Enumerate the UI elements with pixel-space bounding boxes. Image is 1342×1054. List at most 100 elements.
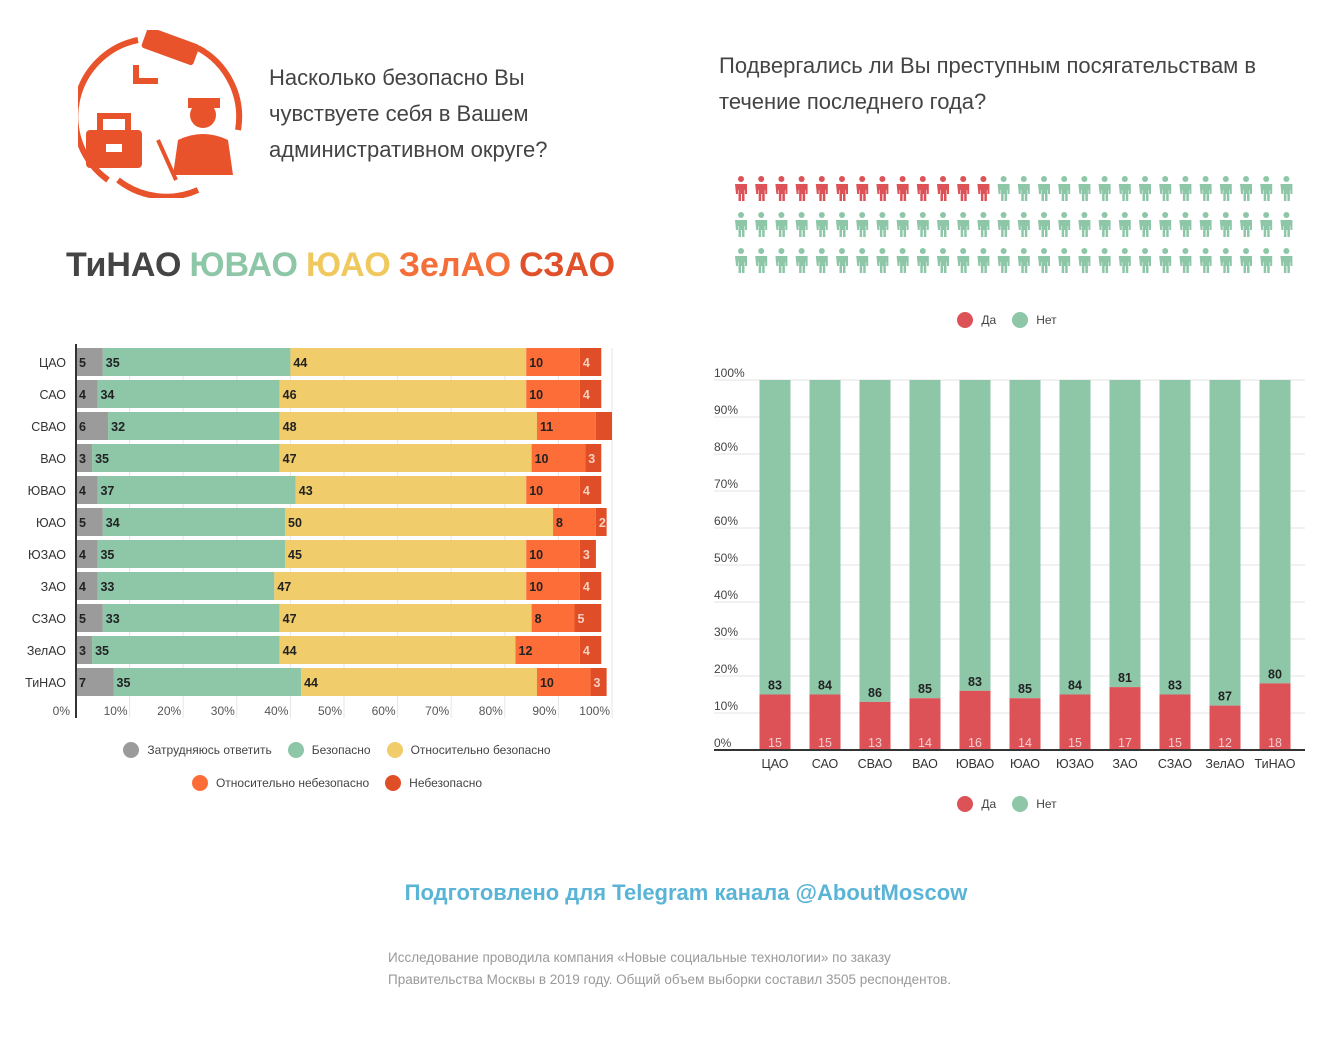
data-label: 7 <box>79 676 86 690</box>
category-label: ТиНАО <box>1255 757 1296 771</box>
data-label: 4 <box>79 388 86 402</box>
bar-no <box>859 380 891 702</box>
person-body <box>1179 256 1192 273</box>
person-icon <box>755 212 768 237</box>
person-body <box>1098 256 1111 273</box>
person-icon <box>1260 248 1273 273</box>
person-body <box>1219 256 1232 273</box>
person-body <box>1260 184 1273 201</box>
bar-segment <box>285 540 527 568</box>
person-head <box>1081 212 1088 218</box>
person-head <box>1061 176 1068 182</box>
person-head <box>1000 212 1007 218</box>
bar-segment <box>531 604 575 632</box>
bar-no <box>959 380 991 691</box>
person-icon <box>957 212 970 237</box>
person-icon <box>997 248 1010 273</box>
legend-swatch <box>1012 796 1029 812</box>
data-label-yes: 15 <box>818 736 832 750</box>
bar-segment <box>279 412 537 440</box>
person-icon <box>1199 176 1212 201</box>
person-head <box>1283 248 1290 254</box>
data-label: 2 <box>599 516 606 530</box>
bar-segment <box>274 572 527 600</box>
person-body <box>735 184 747 201</box>
bar-yes <box>1009 698 1041 750</box>
person-icon <box>1199 248 1212 273</box>
category-label: ТиНАО <box>25 676 66 690</box>
category-label: ЗАО <box>1112 757 1138 771</box>
legend-swatch <box>386 742 403 758</box>
legend-item: Затрудняюсь ответить <box>123 742 272 758</box>
person-icon <box>876 212 889 237</box>
person-body <box>795 256 808 273</box>
bar-segment <box>76 444 93 472</box>
person-icon <box>795 176 808 201</box>
bar-segment <box>295 476 527 504</box>
person-body <box>1017 256 1030 273</box>
data-label-yes: 12 <box>1218 736 1232 750</box>
person-head <box>879 248 886 254</box>
left-legend-row1: Затрудняюсь ответить Безопасно Относител… <box>60 742 620 758</box>
data-label: 3 <box>594 676 601 690</box>
data-label-no: 81 <box>1118 671 1132 685</box>
bar-segment <box>92 444 280 472</box>
person-icon <box>735 248 747 273</box>
data-label: 44 <box>293 356 307 370</box>
person-body <box>775 184 788 201</box>
data-label: 3 <box>79 644 86 658</box>
footer-note: Исследование проводила компания «Новые с… <box>388 950 952 987</box>
legend-item: Небезопасно <box>385 775 482 791</box>
legend-swatch <box>957 312 974 328</box>
person-body <box>1199 256 1212 273</box>
data-label: 47 <box>283 612 297 626</box>
person-head <box>1202 248 1209 254</box>
person-head <box>1081 176 1088 182</box>
person-icon <box>876 248 889 273</box>
x-tick-label: 70% <box>425 704 449 718</box>
person-head <box>818 248 825 254</box>
bar-segment <box>76 476 98 504</box>
person-head <box>1101 176 1108 182</box>
category-label: ЗелАО <box>1205 757 1244 771</box>
bar-segment <box>76 572 98 600</box>
data-label: 3 <box>588 452 595 466</box>
person-body <box>1280 256 1293 273</box>
person-icon <box>755 248 768 273</box>
data-label-yes: 13 <box>868 736 882 750</box>
safety-bar-chart: 0% 10% 20% 30% 40% 50% 60% 70% 80% 90% 100%ЦАО 5 35 4… <box>25 344 613 718</box>
bar-no <box>1009 380 1041 699</box>
person-head <box>1263 248 1270 254</box>
left-question: Насколько безопасно Вы чувствуете себя в… <box>269 65 548 162</box>
person-body <box>775 256 788 273</box>
data-label: 6 <box>79 420 86 434</box>
person-head <box>1000 176 1007 182</box>
person-body <box>1219 184 1232 201</box>
data-label: 44 <box>283 644 297 658</box>
data-label: 35 <box>95 452 109 466</box>
data-label: 4 <box>79 580 86 594</box>
bar-yes <box>809 694 841 750</box>
person-body <box>896 220 909 237</box>
data-label-yes: 16 <box>968 736 982 750</box>
bar-segment <box>102 348 291 376</box>
person-head <box>879 176 886 182</box>
bar-no <box>1209 380 1241 706</box>
category-label: СВАО <box>858 757 893 771</box>
person-body <box>815 184 828 201</box>
data-label: 3 <box>583 548 590 562</box>
person-icon <box>1038 248 1050 273</box>
person-icon <box>916 212 929 237</box>
person-head <box>919 212 926 218</box>
person-icon <box>1118 176 1131 201</box>
bar-segment <box>113 668 302 696</box>
person-icon <box>1219 248 1232 273</box>
category-label: ЦАО <box>39 356 66 370</box>
data-label: 3 <box>79 452 86 466</box>
person-head <box>940 176 946 182</box>
okrug-title-item: СЗАО <box>519 246 616 284</box>
person-body <box>1098 220 1111 237</box>
bar-no <box>1059 380 1091 695</box>
person-body <box>1118 256 1131 273</box>
category-label: ВАО <box>40 452 66 466</box>
